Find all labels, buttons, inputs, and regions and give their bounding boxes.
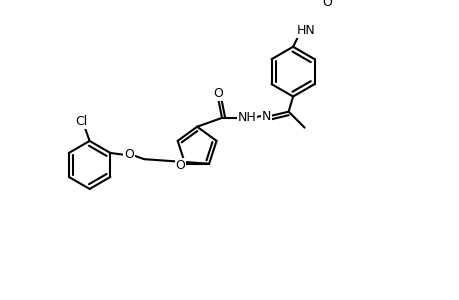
Text: O: O <box>213 87 223 101</box>
Text: N: N <box>261 110 270 123</box>
Text: O: O <box>175 159 185 172</box>
Text: O: O <box>124 148 134 161</box>
Text: NH: NH <box>237 111 256 124</box>
Text: Cl: Cl <box>75 115 88 128</box>
Text: HN: HN <box>297 24 315 37</box>
Text: O: O <box>321 0 331 9</box>
